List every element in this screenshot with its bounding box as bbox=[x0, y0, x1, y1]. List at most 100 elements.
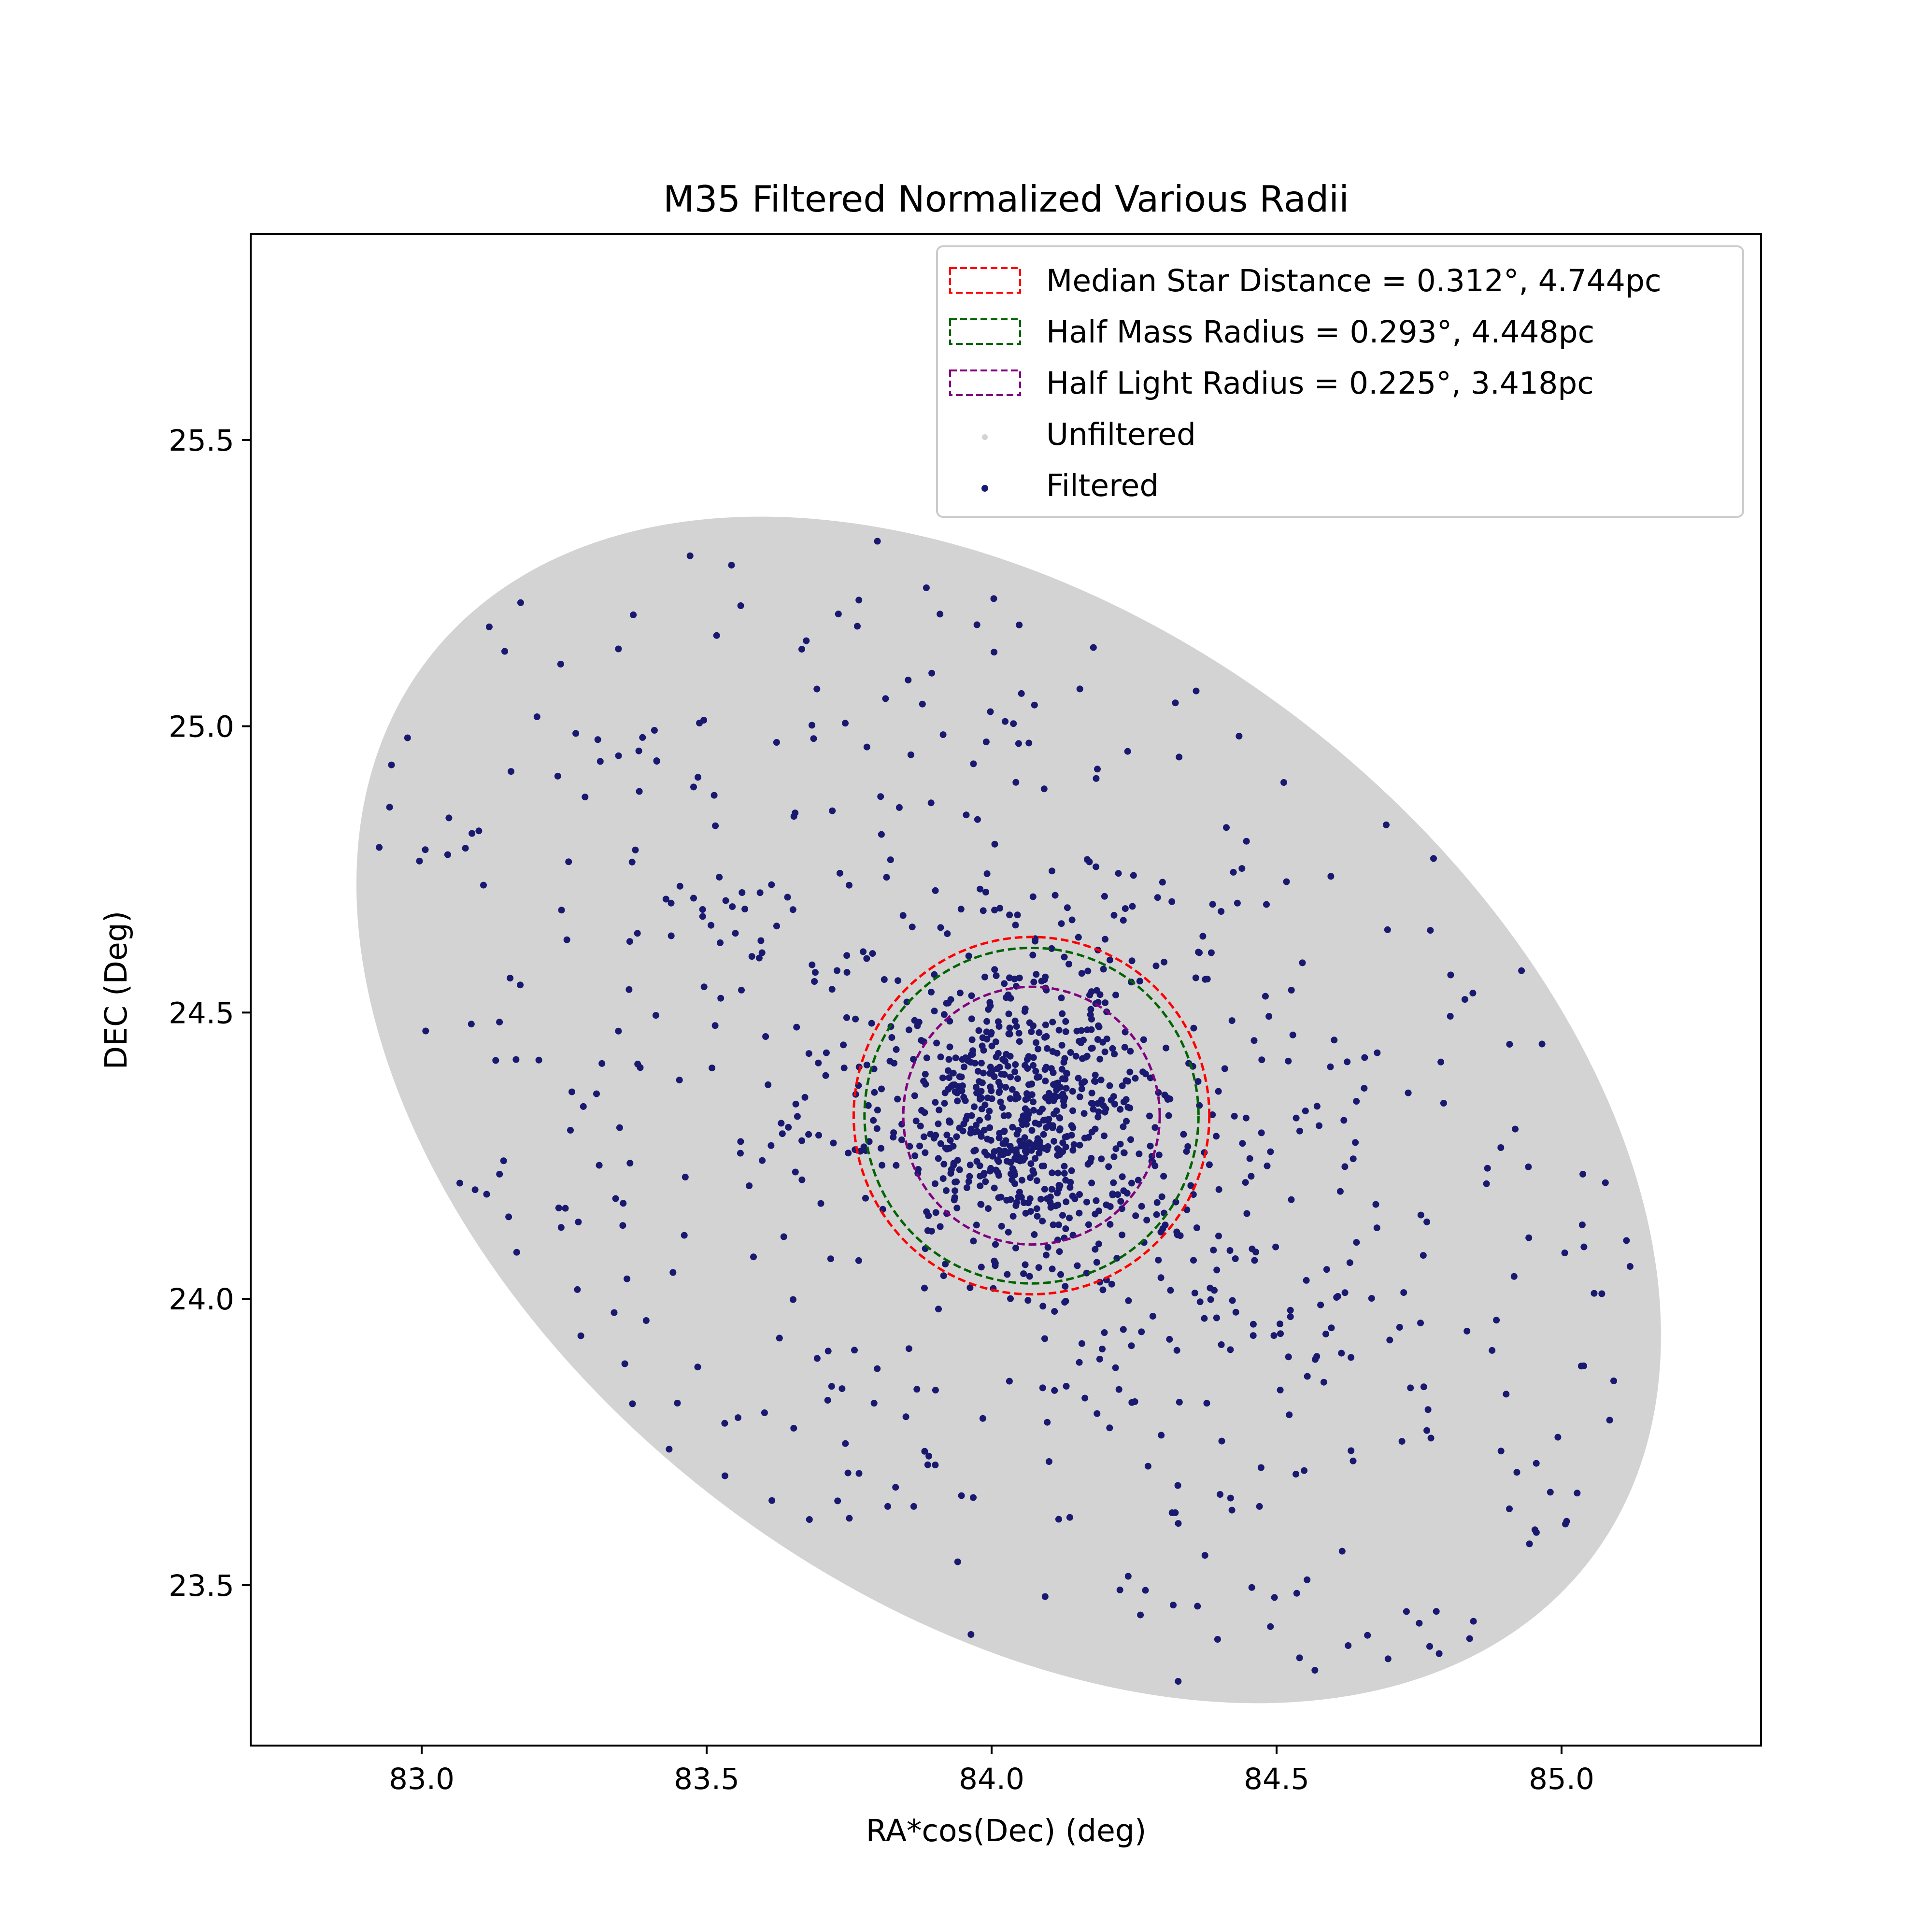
filtered-point bbox=[1033, 1177, 1040, 1184]
filtered-point bbox=[517, 599, 524, 606]
filtered-point bbox=[1209, 1111, 1216, 1118]
filtered-point bbox=[1194, 1078, 1202, 1085]
filtered-point bbox=[1094, 1036, 1101, 1043]
filtered-point bbox=[1195, 949, 1202, 956]
filtered-point bbox=[869, 950, 876, 957]
filtered-point bbox=[877, 793, 884, 800]
filtered-point bbox=[912, 1117, 920, 1124]
filtered-point bbox=[991, 1184, 998, 1192]
radius-circle bbox=[852, 936, 1211, 1296]
filtered-point bbox=[956, 989, 964, 996]
filtered-point bbox=[813, 685, 821, 693]
filtered-point bbox=[1044, 1045, 1051, 1052]
filtered-point bbox=[943, 1187, 950, 1194]
filtered-point bbox=[1049, 867, 1055, 875]
filtered-point bbox=[1075, 1075, 1082, 1082]
filtered-point bbox=[1215, 1088, 1222, 1095]
filtered-point bbox=[893, 1162, 900, 1169]
filtered-point bbox=[1227, 1494, 1234, 1502]
filtered-point bbox=[976, 1162, 983, 1169]
filtered-point bbox=[972, 1084, 980, 1091]
filtered-point bbox=[1154, 894, 1161, 901]
filtered-point bbox=[508, 768, 514, 775]
filtered-point bbox=[1012, 1244, 1019, 1251]
filtered-point bbox=[1140, 1036, 1147, 1043]
filtered-point bbox=[996, 905, 1004, 912]
filtered-point bbox=[919, 700, 926, 708]
filtered-point bbox=[1022, 1096, 1029, 1103]
filtered-point bbox=[921, 1284, 928, 1292]
filtered-point bbox=[1183, 1148, 1190, 1155]
filtered-point bbox=[1163, 1044, 1170, 1051]
filtered-point bbox=[1384, 1655, 1392, 1662]
filtered-point bbox=[928, 989, 935, 995]
y-tick-label: 24.5 bbox=[169, 996, 234, 1030]
filtered-point bbox=[1168, 898, 1176, 905]
filtered-point bbox=[628, 858, 636, 866]
filtered-point bbox=[954, 1558, 961, 1565]
filtered-point bbox=[1400, 1289, 1407, 1296]
filtered-point bbox=[1014, 1075, 1021, 1082]
legend-marker-filtered bbox=[981, 485, 988, 492]
filtered-point bbox=[1407, 1384, 1414, 1392]
filtered-point bbox=[1353, 1239, 1360, 1246]
filtered-point bbox=[983, 870, 991, 877]
filtered-point bbox=[1510, 1273, 1518, 1280]
filtered-point bbox=[940, 1272, 947, 1279]
filtered-point bbox=[1251, 1257, 1258, 1264]
filtered-point bbox=[768, 1497, 776, 1504]
filtered-point bbox=[1076, 685, 1083, 693]
filtered-point bbox=[568, 1088, 575, 1095]
filtered-point bbox=[1040, 785, 1048, 793]
filtered-point bbox=[1069, 1107, 1076, 1114]
filtered-point bbox=[558, 907, 565, 914]
filtered-point bbox=[1213, 1314, 1220, 1321]
filtered-point bbox=[958, 1492, 965, 1499]
filtered-point bbox=[879, 1162, 886, 1169]
filtered-point bbox=[973, 1122, 980, 1129]
filtered-point bbox=[1025, 1081, 1032, 1088]
filtered-point bbox=[1087, 1011, 1094, 1018]
filtered-point bbox=[1062, 1134, 1069, 1141]
filtered-point bbox=[863, 743, 870, 751]
filtered-point bbox=[944, 930, 951, 938]
filtered-point bbox=[1126, 1068, 1134, 1076]
filtered-point bbox=[937, 611, 944, 618]
filtered-point bbox=[1020, 1270, 1027, 1278]
filtered-point bbox=[921, 1448, 928, 1455]
filtered-point bbox=[1009, 1176, 1016, 1183]
filtered-point bbox=[690, 783, 697, 791]
filtered-point bbox=[836, 869, 843, 877]
filtered-point bbox=[615, 752, 622, 759]
filtered-point bbox=[422, 1027, 429, 1035]
filtered-point bbox=[789, 906, 796, 913]
filtered-point bbox=[1045, 1116, 1052, 1122]
filtered-point bbox=[1591, 1290, 1598, 1297]
filtered-point bbox=[1002, 718, 1009, 725]
filtered-point bbox=[1030, 1098, 1037, 1106]
filtered-point bbox=[1331, 1037, 1338, 1044]
filtered-point bbox=[1049, 1265, 1056, 1273]
filtered-point bbox=[1013, 1023, 1020, 1030]
filtered-point bbox=[1053, 1086, 1060, 1094]
filtered-point bbox=[1018, 1177, 1025, 1184]
filtered-point bbox=[1101, 893, 1108, 900]
filtered-point bbox=[1602, 1179, 1609, 1186]
filtered-point bbox=[1153, 1211, 1160, 1218]
y-axis-label: DEC (Deg) bbox=[99, 911, 134, 1070]
filtered-point bbox=[676, 1077, 683, 1084]
filtered-point bbox=[815, 1132, 822, 1139]
filtered-point bbox=[995, 1134, 1003, 1141]
filtered-point bbox=[971, 1060, 979, 1067]
filtered-point bbox=[1100, 966, 1107, 973]
filtered-point bbox=[1030, 1054, 1037, 1061]
filtered-point bbox=[1028, 1028, 1035, 1036]
filtered-point bbox=[794, 1113, 801, 1120]
filtered-point bbox=[924, 1461, 931, 1468]
filtered-point bbox=[1350, 1155, 1357, 1163]
filtered-point bbox=[792, 810, 799, 817]
filtered-point bbox=[746, 1182, 753, 1189]
unfiltered-region bbox=[356, 516, 1661, 1704]
filtered-point bbox=[1320, 1378, 1327, 1386]
filtered-point bbox=[1364, 1632, 1371, 1639]
